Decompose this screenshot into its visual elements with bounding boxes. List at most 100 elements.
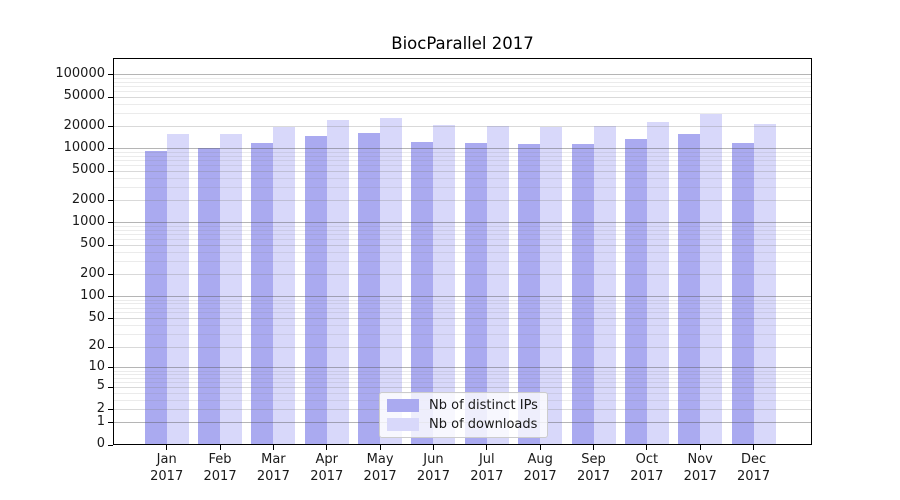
x-tick-nov-2017 [699,445,701,450]
gridline-minor-6000 [114,164,811,166]
bar-nb-of-distinct-ips-mar-2017 [251,143,274,445]
gridline-minor-90 [114,299,811,301]
y-tick-label-5000: 5000 [71,162,105,178]
y-tick-100 [108,296,113,298]
y-tick-200 [108,274,113,276]
y-tick-label-50: 50 [88,309,105,325]
bar-nb-of-downloads-jan-2017 [166,133,189,445]
x-tick-oct-2017 [646,445,648,450]
legend-swatch-downloads [387,418,419,431]
y-tick-label-200: 200 [80,265,105,281]
legend-swatch-distinct-ips [387,399,419,412]
bar-nb-of-downloads-oct-2017 [646,122,669,445]
x-tick-dec-2017 [753,445,755,450]
bar-nb-of-downloads-may-2017 [380,117,403,445]
x-tick-label-jun-2017: Jun 2017 [416,452,450,484]
gridline-minor-90000 [114,77,811,79]
bar-nb-of-downloads-jun-2017 [433,125,456,445]
y-tick-label-100: 100 [80,287,105,303]
x-tick-label-jul-2017: Jul 2017 [470,452,504,484]
x-tick-label-sep-2017: Sep 2017 [576,452,611,484]
y-tick-10000 [108,148,113,150]
y-tick-label-20000: 20000 [63,117,105,133]
y-tick-1 [108,422,113,424]
y-tick-1000 [108,222,113,224]
gridline-5 [114,386,811,388]
x-tick-may-2017 [379,445,381,450]
x-tick-label-dec-2017: Dec 2017 [737,452,771,484]
bar-nb-of-distinct-ips-oct-2017 [624,138,647,445]
gridline-1000 [114,222,811,224]
x-tick-jun-2017 [432,445,434,450]
y-tick-10 [108,367,113,369]
bar-nb-of-distinct-ips-jun-2017 [411,141,434,445]
gridline-minor-60 [114,312,811,314]
gridline-minor-60000 [114,90,811,92]
bar-nb-of-downloads-nov-2017 [700,114,723,445]
legend-item-downloads: Nb of downloads [387,417,538,432]
y-tick-label-1000: 1000 [71,213,105,229]
x-tick-sep-2017 [593,445,594,450]
x-tick-jul-2017 [486,445,488,450]
y-tick-0 [108,444,113,446]
x-tick-label-feb-2017: Feb 2017 [203,452,237,484]
gridline-minor-30000 [114,113,811,115]
bar-nb-of-downloads-apr-2017 [326,119,349,445]
y-tick-label-0: 0 [96,436,105,451]
x-tick-label-may-2017: May 2017 [363,452,397,484]
gridline-minor-600 [114,238,811,240]
gridline-50 [114,318,811,320]
plot-frame [113,58,812,445]
legend-item-distinct-ips: Nb of distinct IPs [387,398,538,413]
gridline-500 [114,244,811,246]
y-tick-label-50000: 50000 [63,88,105,104]
gridline-minor-3000 [114,187,811,189]
bar-nb-of-distinct-ips-sep-2017 [571,143,594,445]
bar-nb-of-downloads-jul-2017 [486,125,509,445]
gridline-minor-800 [114,229,811,231]
y-tick-500 [108,244,113,246]
bar-nb-of-distinct-ips-feb-2017 [198,148,221,445]
y-tick-20 [108,346,113,348]
x-tick-label-nov-2017: Nov 2017 [683,452,717,484]
x-tick-mar-2017 [272,445,274,450]
gridline-100 [114,296,811,298]
gridline-minor-70000 [114,85,811,87]
x-tick-aug-2017 [539,445,541,450]
y-tick-label-500: 500 [80,236,105,252]
gridline-minor-700 [114,233,811,235]
x-tick-label-aug-2017: Aug 2017 [523,452,557,484]
x-tick-jan-2017 [166,445,168,450]
bar-nb-of-downloads-sep-2017 [593,126,616,445]
gridline-20 [114,346,811,348]
x-tick-label-oct-2017: Oct 2017 [630,452,664,484]
legend-label-downloads: Nb of downloads [429,417,538,432]
gridline-minor-40000 [114,103,811,105]
gridline-200 [114,274,811,276]
y-tick-5 [108,386,113,388]
y-tick-2000 [108,200,113,202]
y-tick-label-10: 10 [88,358,105,374]
bar-nb-of-distinct-ips-jan-2017 [144,150,167,445]
y-tick-2 [108,409,113,411]
gridline-10 [114,367,811,369]
gridline-minor-400 [114,251,811,253]
gridline-minor-9 [114,370,811,372]
gridline-minor-6 [114,381,811,383]
chart-legend: Nb of distinct IPs Nb of downloads [379,392,548,438]
y-tick-label-2: 2 [96,400,105,416]
bar-nb-of-downloads-feb-2017 [220,134,243,445]
gridline-minor-8 [114,373,811,375]
gridline-minor-80000 [114,81,811,83]
gridline-20000 [114,126,811,128]
gridline-50000 [114,96,811,98]
gridline-2000 [114,200,811,202]
y-tick-label-100000: 100000 [55,65,105,81]
gridline-minor-70 [114,307,811,309]
gridline-minor-4000 [114,177,811,179]
gridline-5000 [114,170,811,172]
